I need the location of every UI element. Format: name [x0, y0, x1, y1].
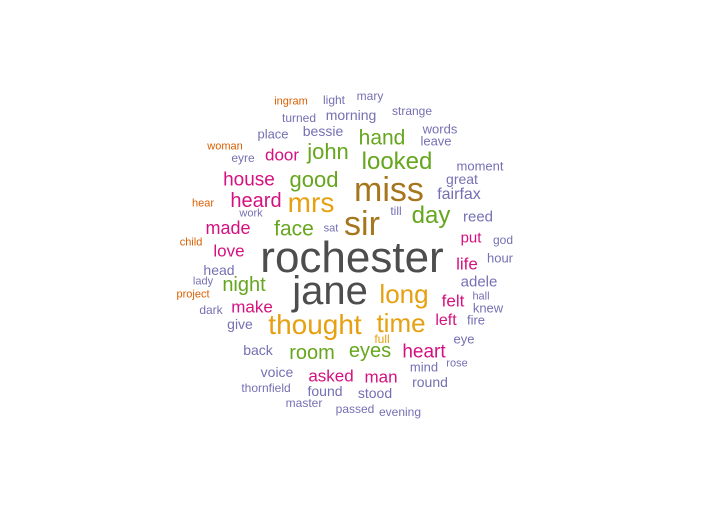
- word-eyre: eyre: [231, 151, 255, 165]
- word-face: face: [274, 217, 314, 241]
- word-knew: knew: [472, 300, 504, 316]
- word-turned: turned: [281, 111, 317, 125]
- word-make: make: [231, 297, 273, 317]
- word-leave: leave: [420, 133, 452, 149]
- word-john: john: [307, 139, 349, 164]
- word-voice: voice: [260, 364, 294, 380]
- word-fire: fire: [466, 312, 486, 328]
- word-woman: woman: [207, 140, 243, 153]
- word-evening: evening: [378, 405, 422, 419]
- word-thought: thought: [268, 309, 362, 340]
- word-work: work: [239, 207, 263, 220]
- word-eye: eye: [453, 331, 475, 347]
- word-rochester: rochester: [260, 233, 444, 282]
- word-heard: heard: [230, 190, 282, 212]
- word-full: full: [374, 332, 390, 346]
- word-heart: heart: [402, 341, 446, 363]
- word-jane: jane: [292, 269, 368, 313]
- word-miss: miss: [354, 171, 424, 209]
- word-hand: hand: [358, 126, 406, 150]
- word-left: left: [435, 312, 457, 329]
- word-reed: reed: [462, 208, 494, 226]
- word-bessie: bessie: [302, 123, 344, 139]
- word-felt: felt: [441, 291, 465, 311]
- word-god: god: [492, 233, 514, 247]
- word-place: place: [257, 126, 289, 142]
- word-ingram: ingram: [274, 95, 308, 108]
- word-great: great: [446, 171, 478, 187]
- word-asked: asked: [308, 366, 354, 386]
- word-lady: lady: [192, 275, 214, 288]
- word-mind: mind: [409, 359, 439, 375]
- word-child: child: [179, 236, 203, 249]
- word-put: put: [460, 229, 482, 247]
- word-mrs: mrs: [287, 187, 335, 218]
- word-dark: dark: [199, 303, 223, 317]
- word-round: round: [412, 374, 448, 390]
- word-master: master: [285, 396, 323, 410]
- word-house: house: [223, 169, 275, 191]
- word-hour: hour: [486, 250, 514, 266]
- word-give: give: [227, 316, 253, 332]
- word-life: life: [456, 254, 478, 274]
- word-looked: looked: [361, 148, 433, 175]
- word-project: project: [176, 288, 210, 301]
- word-sat: sat: [323, 222, 339, 235]
- word-light: light: [322, 93, 346, 107]
- word-till: till: [390, 204, 402, 218]
- word-morning: morning: [325, 107, 377, 123]
- word-fairfax: fairfax: [437, 186, 481, 203]
- word-good: good: [289, 167, 339, 192]
- word-words: words: [422, 121, 458, 137]
- word-day: day: [411, 202, 451, 229]
- word-moment: moment: [456, 158, 504, 174]
- word-hall: hall: [472, 290, 490, 303]
- word-room: room: [289, 342, 335, 364]
- word-door: door: [264, 145, 300, 165]
- word-stood: stood: [357, 385, 393, 401]
- word-man: man: [364, 367, 398, 387]
- word-mary: mary: [356, 89, 384, 103]
- word-time: time: [376, 308, 426, 338]
- word-rose: rose: [446, 357, 468, 370]
- word-thornfield: thornfield: [241, 381, 291, 395]
- word-long: long: [379, 279, 429, 309]
- word-found: found: [307, 383, 343, 399]
- word-made: made: [205, 218, 251, 238]
- word-back: back: [243, 342, 273, 358]
- word-love: love: [213, 241, 245, 261]
- word-adele: adele: [460, 273, 498, 291]
- word-hear: hear: [191, 197, 215, 210]
- word-eyes: eyes: [348, 340, 392, 362]
- word-sir: sir: [344, 205, 380, 243]
- word-head: head: [203, 262, 235, 278]
- word-passed: passed: [335, 402, 375, 416]
- word-night: night: [222, 274, 266, 296]
- word-strange: strange: [391, 104, 433, 118]
